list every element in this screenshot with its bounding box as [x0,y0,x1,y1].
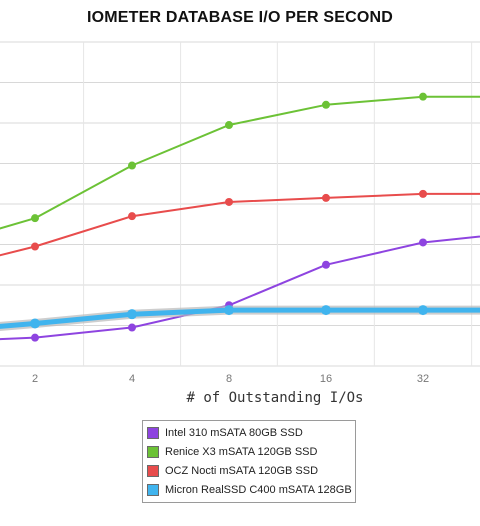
data-point [419,92,427,101]
data-point [419,189,427,198]
legend-swatch [147,464,159,477]
data-point [419,238,427,247]
legend: Intel 310 mSATA 80GB SSD Renice X3 mSATA … [142,420,356,503]
series [0,189,480,257]
series-layer [0,92,480,342]
legend-item: Renice X3 mSATA 120GB SSD [143,442,355,461]
legend-label: Intel 310 mSATA 80GB SSD [165,426,303,439]
data-point [225,121,233,130]
legend-swatch [147,445,159,458]
legend-swatch [147,426,159,439]
data-point [322,260,330,269]
data-point [30,318,40,329]
legend-label: OCZ Nocti mSATA 120GB SSD [165,464,319,477]
data-point [322,193,330,202]
series-line [0,95,480,230]
x-axis-label: # of Outstanding I/Os [186,390,364,406]
x-tick-label: 8 [226,373,232,385]
data-point [128,212,136,221]
data-point [128,161,136,170]
x-tick-label: 2 [32,373,38,385]
legend-swatch [147,483,159,496]
data-point [128,323,136,332]
data-point [31,333,39,342]
data-point [31,214,39,223]
series-line [0,192,480,257]
legend-item: OCZ Nocti mSATA 120GB SSD [143,461,355,480]
data-point [225,197,233,206]
legend-item: Micron RealSSD C400 mSATA 128GB [143,480,355,499]
data-point [418,305,428,316]
x-tick-label: 16 [320,373,332,385]
data-point [127,309,137,320]
data-point [321,305,331,316]
series [0,92,480,230]
chart-title: IOMETER DATABASE I/O PER SECOND [86,9,394,26]
legend-item: Intel 310 mSATA 80GB SSD [143,423,355,442]
data-point [224,305,234,316]
legend-label: Micron RealSSD C400 mSATA 128GB [165,483,352,496]
legend-label: Renice X3 mSATA 120GB SSD [165,445,318,458]
x-tick-label: 32 [417,373,429,385]
x-tick-label: 4 [129,373,135,385]
x-axis-ticks: 2 4 8 16 32 [32,373,429,385]
data-point [31,242,39,251]
data-point [322,100,330,109]
series [0,305,480,331]
